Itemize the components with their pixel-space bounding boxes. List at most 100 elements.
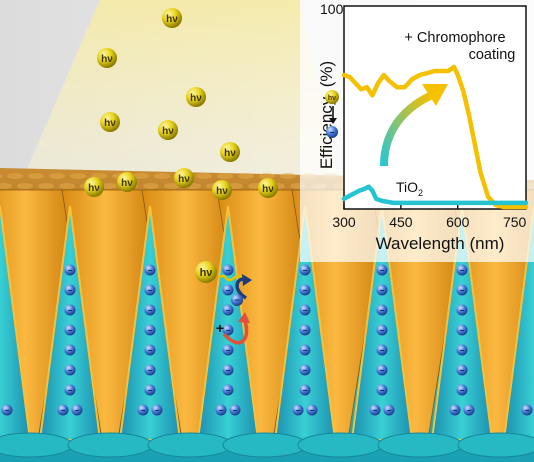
- electron: [64, 344, 76, 356]
- photon: [212, 180, 232, 200]
- electron: [222, 304, 234, 316]
- photon: [117, 172, 137, 192]
- electron-symbol: −: [68, 306, 73, 315]
- electron-symbol: −: [68, 366, 73, 375]
- light-beam: [20, 0, 340, 185]
- photon-label: hν: [121, 178, 133, 189]
- photon-label: hν: [162, 126, 174, 137]
- electron: [222, 264, 234, 276]
- coating-label-line1: + Chromophore: [404, 30, 505, 46]
- electron-symbol: −: [68, 286, 73, 295]
- electron-symbol: −: [68, 326, 73, 335]
- hole-transfer-arrow: [222, 317, 249, 345]
- photon-label: hν: [262, 184, 274, 195]
- photon: [100, 112, 120, 132]
- photon-label: hν: [178, 174, 190, 185]
- electron: [292, 404, 304, 416]
- electron-symbol: −: [226, 286, 231, 295]
- cone-foot: [297, 432, 383, 458]
- surface-bump: [143, 183, 159, 189]
- surface-bump: [0, 174, 2, 178]
- electron-symbol: −: [453, 406, 458, 415]
- y-tick-top: 100: [320, 1, 344, 17]
- electron-symbol: −: [68, 346, 73, 355]
- electron: [144, 384, 156, 396]
- y-axis-label: Efficiency (%): [317, 61, 336, 169]
- electron: [456, 364, 468, 376]
- electron-symbol: −: [387, 406, 392, 415]
- surface-bump: [196, 173, 212, 179]
- electron-symbol: −: [148, 366, 153, 375]
- electron: [144, 264, 156, 276]
- electron-symbol: −: [303, 386, 308, 395]
- electron-symbol: −: [148, 306, 153, 315]
- electron: [229, 404, 241, 416]
- electron: [383, 404, 395, 416]
- photon-label: hν: [101, 54, 113, 65]
- electron: [64, 324, 76, 336]
- electron-symbol: −: [460, 266, 465, 275]
- cyan-channel: [502, 205, 534, 441]
- electron: [144, 304, 156, 316]
- x-tick-label: 300: [332, 214, 356, 230]
- electron: [144, 284, 156, 296]
- electron: [376, 344, 388, 356]
- electron-symbol: −: [148, 386, 153, 395]
- electron-symbol: −: [303, 366, 308, 375]
- surface-bump: [28, 173, 44, 179]
- charge-separation-event: hν − +: [195, 261, 252, 345]
- electron-symbol: −: [296, 406, 301, 415]
- incident-photons: hν hν hν hν hν hν hν hν hν hν hν: [84, 8, 278, 200]
- plot-frame: [343, 5, 527, 210]
- electron-cluster: − − − − − − − − − − − − − − − − − − − − − − − − − − − − − − − − − − − − − − − −…: [1, 264, 533, 416]
- electron: [449, 404, 461, 416]
- electron-symbol: −: [380, 326, 385, 335]
- surface-bump: [38, 183, 54, 189]
- photon-label: hν: [104, 118, 116, 129]
- electron: [456, 384, 468, 396]
- electron-symbol: −: [525, 406, 530, 415]
- electron-symbol: −: [380, 366, 385, 375]
- surface-bump: [238, 173, 254, 179]
- electron-symbol: −: [303, 346, 308, 355]
- electron-symbol: −: [155, 406, 160, 415]
- x-tick-label: 750: [503, 214, 527, 230]
- electron-symbol: −: [380, 346, 385, 355]
- coating-label-line2: coating: [469, 47, 516, 63]
- electron: [222, 324, 234, 336]
- surface-bump: [280, 173, 296, 179]
- tio2-main: TiO: [396, 179, 418, 195]
- electron: [137, 404, 149, 416]
- transfer-legend: hν −: [325, 90, 339, 138]
- electron: [299, 264, 311, 276]
- electron: [151, 404, 163, 416]
- electron-symbol: −: [61, 406, 66, 415]
- efficiency-inset: 300 450 600 750 100 Efficiency (%) Waveleng…: [300, 0, 534, 262]
- electron-symbol: −: [5, 406, 10, 415]
- cyan-channel: [118, 205, 182, 441]
- photon: [97, 48, 117, 68]
- electron-symbol: −: [460, 366, 465, 375]
- photon: [158, 120, 178, 140]
- electron: [299, 344, 311, 356]
- electron-symbol: −: [380, 306, 385, 315]
- electron-symbol: −: [233, 406, 238, 415]
- electron-symbol: −: [226, 266, 231, 275]
- surface-bump: [101, 183, 117, 189]
- photon: [162, 8, 182, 28]
- electron-symbol: −: [148, 326, 153, 335]
- surface-bump: [59, 183, 75, 189]
- electron: [299, 284, 311, 296]
- electron: [456, 344, 468, 356]
- absorbed-photon: [195, 261, 217, 283]
- electron-symbol: −: [303, 326, 308, 335]
- electron: [57, 404, 69, 416]
- surface-bump: [154, 173, 170, 179]
- electron: [456, 264, 468, 276]
- electron-symbol: −: [303, 306, 308, 315]
- electron: [64, 304, 76, 316]
- tio2-subscript: 2: [418, 188, 423, 198]
- electron: [71, 404, 83, 416]
- electron-symbol: −: [303, 286, 308, 295]
